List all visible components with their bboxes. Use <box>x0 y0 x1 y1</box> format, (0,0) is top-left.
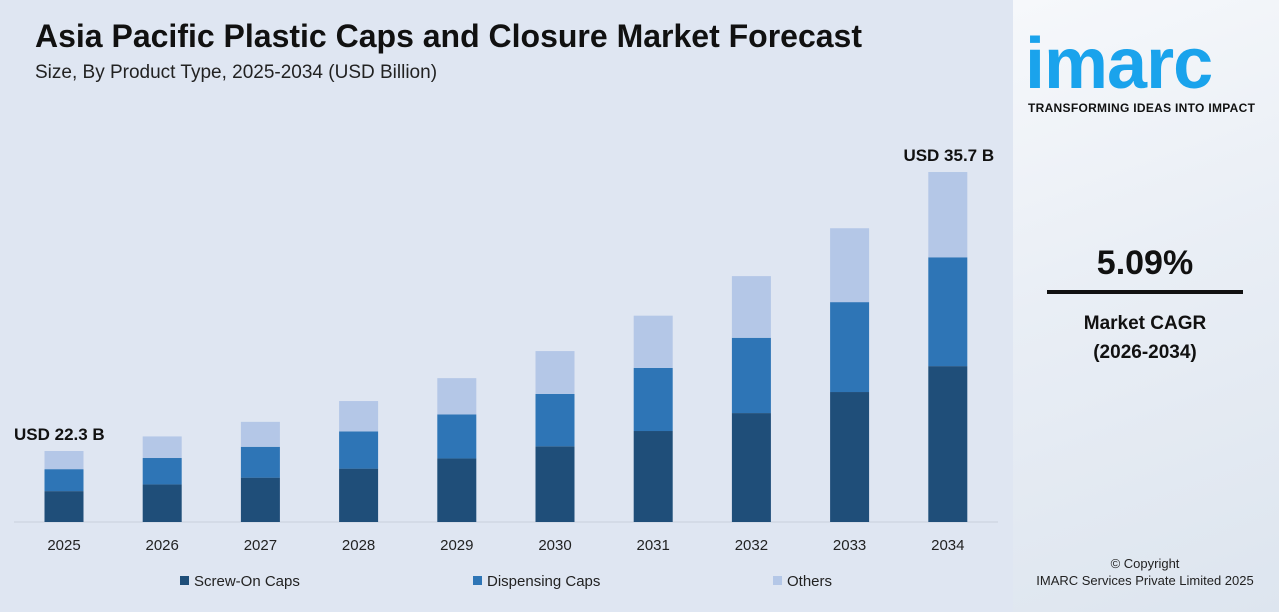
bar-others-2030 <box>535 351 575 394</box>
bar-dispensing-caps-2034 <box>928 257 968 367</box>
cagr-value: 5.09% <box>1096 244 1194 282</box>
copyright: © Copyright IMARC Services Private Limite… <box>1020 555 1270 589</box>
bar-screw-on-caps-2027 <box>240 477 280 522</box>
cagr-label-text: Market CAGR <box>1083 313 1207 334</box>
legend-swatch <box>473 576 482 585</box>
cagr-period: (2026-2034) <box>1093 342 1197 363</box>
legend-swatch <box>773 576 782 585</box>
bar-others-2033 <box>830 228 870 303</box>
bar-screw-on-caps-2031 <box>633 431 673 522</box>
legend-label: Others <box>787 573 832 590</box>
bar-dispensing-caps-2032 <box>731 337 771 414</box>
bar-dispensing-caps-2026 <box>142 458 182 485</box>
bar-others-2029 <box>437 378 477 415</box>
bar-others-2028 <box>339 401 379 432</box>
bar-dispensing-caps-2028 <box>339 431 379 469</box>
imarc-logo: imarc <box>1025 24 1213 104</box>
x-tick-label: 2034 <box>931 537 964 554</box>
stacked-bar-chart: 2025 2026 2027 2028 2029 2030 2031 2032 2033 2034… <box>14 146 998 590</box>
info-panel <box>1013 0 1279 612</box>
x-tick-label: 2027 <box>244 537 277 554</box>
bar-dispensing-caps-2025 <box>44 469 84 492</box>
bar-others-2032 <box>731 276 771 338</box>
legend-swatch <box>180 576 189 585</box>
cagr-divider <box>1047 290 1243 294</box>
bar-others-2034 <box>928 172 968 258</box>
bar-screw-on-caps-2033 <box>830 392 870 522</box>
copyright-text: © Copyright <box>1110 556 1180 571</box>
cagr-label: Market CAGR (2026-2034) <box>1040 309 1250 367</box>
x-tick-label: 2029 <box>440 537 473 554</box>
bar-others-2031 <box>633 315 673 368</box>
bar-screw-on-caps-2029 <box>437 458 477 522</box>
bar-dispensing-caps-2029 <box>437 414 477 459</box>
x-tick-label: 2026 <box>146 537 179 554</box>
bar-dispensing-caps-2033 <box>830 302 870 393</box>
brand-tagline: TRANSFORMING IDEAS INTO IMPACT <box>1028 101 1256 115</box>
company-name: IMARC Services Private Limited 2025 <box>1036 573 1254 588</box>
bar-screw-on-caps-2028 <box>339 468 379 522</box>
bar-screw-on-caps-2026 <box>142 484 182 522</box>
x-tick-label: 2028 <box>342 537 375 554</box>
total-annotation: USD 22.3 B <box>14 425 105 444</box>
bar-screw-on-caps-2032 <box>731 413 771 522</box>
total-annotation: USD 35.7 B <box>903 146 994 165</box>
chart-subtitle: Size, By Product Type, 2025-2034 (USD Bi… <box>35 62 438 83</box>
x-tick-label: 2032 <box>735 537 768 554</box>
bar-others-2026 <box>142 436 182 459</box>
bar-screw-on-caps-2034 <box>928 366 968 522</box>
bar-dispensing-caps-2031 <box>633 367 673 432</box>
legend-label: Screw-On Caps <box>194 573 300 590</box>
x-tick-label: 2030 <box>538 537 571 554</box>
bar-dispensing-caps-2027 <box>240 446 280 478</box>
bar-dispensing-caps-2030 <box>535 393 575 447</box>
x-tick-label: 2025 <box>47 537 80 554</box>
bar-screw-on-caps-2025 <box>44 491 84 522</box>
bar-others-2025 <box>44 451 84 470</box>
x-tick-label: 2033 <box>833 537 866 554</box>
chart-title: Asia Pacific Plastic Caps and Closure Ma… <box>35 18 862 54</box>
x-tick-label: 2031 <box>637 537 670 554</box>
bar-others-2027 <box>240 421 280 447</box>
legend-label: Dispensing Caps <box>487 573 600 590</box>
bar-screw-on-caps-2030 <box>535 446 575 522</box>
